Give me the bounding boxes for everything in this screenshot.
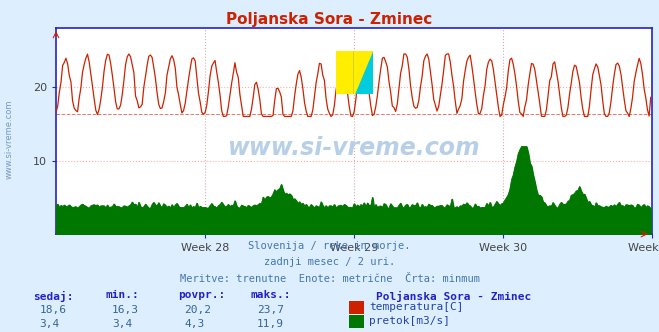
Text: 4,3: 4,3 — [185, 319, 205, 329]
Text: temperatura[C]: temperatura[C] — [369, 302, 463, 312]
Text: Poljanska Sora - Zminec: Poljanska Sora - Zminec — [227, 12, 432, 27]
Text: zadnji mesec / 2 uri.: zadnji mesec / 2 uri. — [264, 257, 395, 267]
Text: Slovenija / reke in morje.: Slovenija / reke in morje. — [248, 241, 411, 251]
Text: min.:: min.: — [105, 290, 139, 300]
Text: 16,3: 16,3 — [112, 305, 139, 315]
Text: 23,7: 23,7 — [257, 305, 284, 315]
Bar — [336, 51, 355, 94]
Text: 20,2: 20,2 — [185, 305, 212, 315]
Text: pretok[m3/s]: pretok[m3/s] — [369, 316, 450, 326]
Bar — [355, 51, 372, 94]
Text: www.si-vreme.com: www.si-vreme.com — [5, 100, 14, 179]
Text: povpr.:: povpr.: — [178, 290, 225, 300]
Text: sedaj:: sedaj: — [33, 290, 73, 301]
Text: Poljanska Sora - Zminec: Poljanska Sora - Zminec — [376, 290, 531, 301]
Text: 3,4: 3,4 — [40, 319, 60, 329]
Text: Meritve: trenutne  Enote: metrične  Črta: minmum: Meritve: trenutne Enote: metrične Črta: … — [179, 274, 480, 284]
Text: 3,4: 3,4 — [112, 319, 132, 329]
Polygon shape — [355, 51, 372, 94]
Text: 18,6: 18,6 — [40, 305, 67, 315]
Text: 11,9: 11,9 — [257, 319, 284, 329]
Polygon shape — [355, 51, 372, 94]
Text: maks.:: maks.: — [250, 290, 291, 300]
Text: www.si-vreme.com: www.si-vreme.com — [228, 135, 480, 160]
